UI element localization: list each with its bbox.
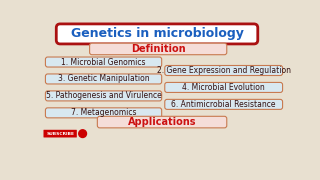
Text: 7. Metagenomics: 7. Metagenomics (71, 108, 136, 117)
Text: SUBSCRIBE: SUBSCRIBE (46, 132, 74, 136)
Text: 5. Pathogenesis and Virulence: 5. Pathogenesis and Virulence (46, 91, 161, 100)
FancyBboxPatch shape (44, 130, 77, 138)
FancyBboxPatch shape (45, 91, 162, 101)
FancyBboxPatch shape (165, 82, 283, 93)
Text: 3. Genetic Manipulation: 3. Genetic Manipulation (58, 75, 149, 84)
FancyBboxPatch shape (97, 116, 227, 128)
Text: 1. Microbial Genomics: 1. Microbial Genomics (61, 58, 146, 67)
FancyBboxPatch shape (90, 43, 227, 55)
Text: 4. Microbial Evolution: 4. Microbial Evolution (182, 83, 265, 92)
FancyBboxPatch shape (165, 99, 283, 109)
Text: Genetics in microbiology: Genetics in microbiology (71, 27, 244, 40)
FancyBboxPatch shape (45, 74, 162, 84)
Text: Applications: Applications (128, 117, 196, 127)
FancyBboxPatch shape (45, 57, 162, 67)
Circle shape (79, 130, 86, 138)
Text: 2. Gene Expression and Regulation: 2. Gene Expression and Regulation (157, 66, 291, 75)
FancyBboxPatch shape (45, 108, 162, 118)
Text: Definition: Definition (131, 44, 186, 54)
FancyBboxPatch shape (56, 24, 258, 44)
Text: 6. Antimicrobial Resistance: 6. Antimicrobial Resistance (172, 100, 276, 109)
FancyBboxPatch shape (165, 66, 283, 75)
